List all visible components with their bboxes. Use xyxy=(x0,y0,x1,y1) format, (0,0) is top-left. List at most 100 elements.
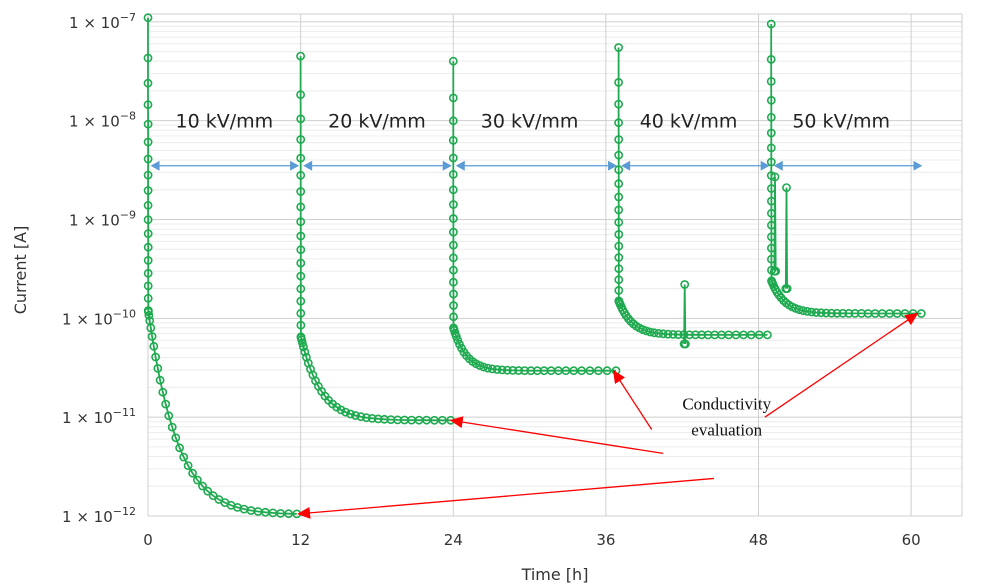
data-point xyxy=(453,335,463,345)
data-point xyxy=(508,365,518,375)
data-point xyxy=(158,387,168,397)
data-point xyxy=(492,365,502,374)
data-point xyxy=(614,179,624,189)
data-point xyxy=(448,116,458,126)
data-point xyxy=(341,407,350,417)
series-line xyxy=(773,176,777,272)
field-label: 20 kV/mm xyxy=(328,111,426,133)
data-point xyxy=(770,172,780,182)
data-point xyxy=(448,185,458,195)
data-point xyxy=(832,308,842,318)
data-point xyxy=(143,215,153,225)
data-point xyxy=(663,329,673,339)
data-point xyxy=(766,143,776,153)
field-arrows xyxy=(150,160,923,171)
data-point xyxy=(827,308,836,318)
data-point xyxy=(448,265,458,275)
field-interval-arrowhead-left xyxy=(455,160,465,171)
data-point xyxy=(361,413,371,423)
data-point xyxy=(183,461,193,470)
data-point xyxy=(198,481,207,491)
data-point xyxy=(192,475,202,485)
data-point xyxy=(798,306,808,316)
data-point xyxy=(844,308,854,318)
data-point xyxy=(766,95,776,105)
data-point xyxy=(754,330,764,340)
annotation-arrow xyxy=(764,312,919,418)
data-point xyxy=(779,296,788,305)
data-point xyxy=(642,326,651,336)
data-point xyxy=(448,277,458,287)
field-label: 30 kV/mm xyxy=(481,111,579,133)
data-point xyxy=(296,170,306,180)
data-point xyxy=(673,330,683,339)
x-tick-label: 0 xyxy=(143,531,153,549)
data-point xyxy=(147,332,157,341)
data-point xyxy=(766,112,776,122)
data-point xyxy=(296,114,306,124)
data-point xyxy=(296,51,305,61)
data-point xyxy=(301,352,311,362)
annotation-arrow xyxy=(612,369,653,430)
data-point xyxy=(614,264,624,274)
data-point xyxy=(146,323,156,333)
data-point xyxy=(614,285,624,295)
x-axis-title: Time [h] xyxy=(521,565,589,584)
data-point xyxy=(614,43,623,52)
data-point xyxy=(143,119,153,129)
data-point xyxy=(782,284,792,293)
data-point xyxy=(175,443,184,453)
data-point xyxy=(437,415,447,425)
y-axis-title: Current [A] xyxy=(11,226,30,315)
annotation-text: Conductivity xyxy=(682,394,771,413)
data-point xyxy=(802,306,812,316)
data-point xyxy=(296,308,306,318)
data-point xyxy=(448,214,458,223)
data-point xyxy=(143,229,153,238)
data-point xyxy=(296,187,306,196)
data-point xyxy=(766,19,776,29)
data-point xyxy=(155,375,165,385)
data-point xyxy=(296,245,306,255)
data-point xyxy=(614,192,624,202)
data-point xyxy=(771,266,781,276)
data-point xyxy=(763,330,772,340)
data-point xyxy=(167,422,177,432)
data-series xyxy=(143,13,926,519)
data-point xyxy=(296,90,305,100)
data-point xyxy=(151,352,160,362)
data-point xyxy=(143,137,153,147)
data-point xyxy=(351,411,360,420)
data-point xyxy=(143,242,153,252)
y-tick-label: 1 × 10−7 xyxy=(69,11,136,32)
data-point xyxy=(296,202,306,212)
data-point xyxy=(594,366,603,376)
data-point xyxy=(448,240,458,250)
data-point xyxy=(614,275,624,285)
data-point xyxy=(766,77,776,86)
data-point xyxy=(479,362,488,372)
data-point xyxy=(614,78,623,87)
field-label: 10 kV/mm xyxy=(175,111,273,133)
data-point xyxy=(487,364,497,374)
data-point xyxy=(502,365,512,375)
data-point xyxy=(149,341,159,351)
data-point xyxy=(143,200,153,210)
y-tick-label: 1 × 10−8 xyxy=(69,110,136,131)
data-point xyxy=(143,78,153,88)
data-point xyxy=(296,284,306,294)
data-point xyxy=(179,452,189,462)
annotation-arrow xyxy=(297,477,715,519)
data-point xyxy=(449,312,458,322)
data-point xyxy=(448,253,458,263)
data-point xyxy=(143,268,153,278)
data-point xyxy=(143,13,153,23)
data-point xyxy=(153,363,163,373)
data-point xyxy=(577,366,586,376)
axes: 1 × 10−12 1 × 10−11 1 × 10−10 1 × 10−9 1 × 1… xyxy=(62,11,921,549)
data-point xyxy=(816,308,826,318)
data-point xyxy=(658,329,668,339)
data-point xyxy=(296,271,306,281)
data-point xyxy=(448,135,458,145)
